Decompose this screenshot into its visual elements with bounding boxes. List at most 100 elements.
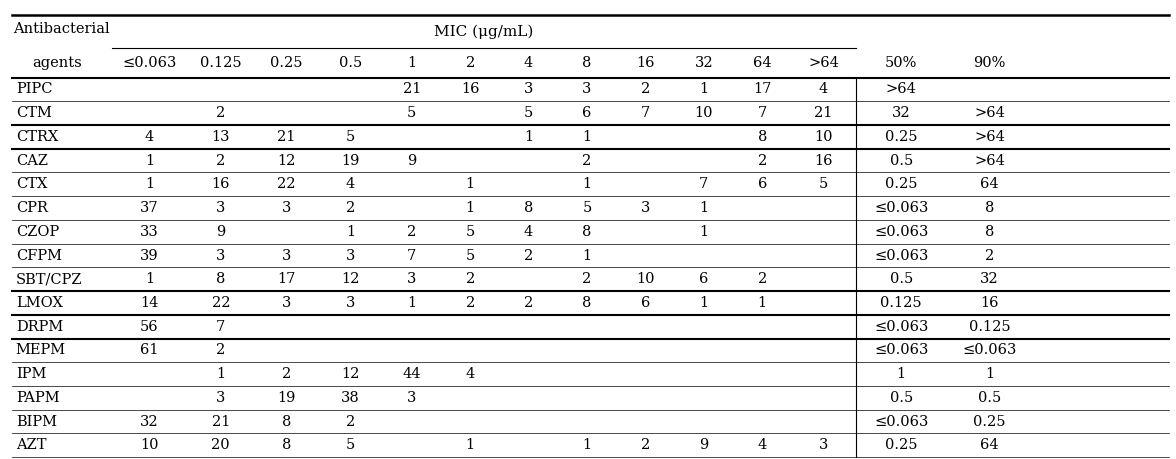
Text: 12: 12 [278, 154, 295, 168]
Text: ≤0.063: ≤0.063 [962, 343, 1016, 358]
Text: 0.5: 0.5 [889, 154, 913, 168]
Text: 3: 3 [524, 83, 533, 96]
Text: ≤0.063: ≤0.063 [122, 56, 176, 70]
Text: 2: 2 [582, 154, 592, 168]
Text: 6: 6 [582, 106, 592, 120]
Text: 16: 16 [212, 177, 230, 191]
Text: 61: 61 [140, 343, 159, 358]
Text: 3: 3 [216, 391, 226, 405]
Text: 2: 2 [641, 83, 650, 96]
Text: 10: 10 [695, 106, 713, 120]
Text: 8: 8 [984, 201, 994, 215]
Text: BIPM: BIPM [15, 414, 56, 429]
Text: 1: 1 [407, 296, 416, 310]
Text: CTX: CTX [15, 177, 47, 191]
Text: 0.25: 0.25 [886, 130, 917, 144]
Text: ≤0.063: ≤0.063 [874, 343, 928, 358]
Text: 19: 19 [278, 391, 295, 405]
Text: PIPC: PIPC [15, 83, 52, 96]
Text: 16: 16 [636, 56, 655, 70]
Text: 1: 1 [700, 83, 708, 96]
Text: 5: 5 [818, 177, 828, 191]
Text: >64: >64 [886, 83, 916, 96]
Text: 21: 21 [814, 106, 833, 120]
Text: 3: 3 [281, 201, 290, 215]
Text: 7: 7 [700, 177, 708, 191]
Text: 9: 9 [216, 225, 226, 239]
Text: 3: 3 [407, 272, 416, 286]
Text: CPR: CPR [15, 201, 48, 215]
Text: 0.125: 0.125 [200, 56, 241, 70]
Text: ≤0.063: ≤0.063 [874, 319, 928, 334]
Text: 3: 3 [281, 248, 290, 263]
Text: 1: 1 [145, 177, 154, 191]
Text: 3: 3 [582, 83, 592, 96]
Text: 9: 9 [700, 438, 708, 452]
Text: 0.25: 0.25 [886, 177, 917, 191]
Text: 6: 6 [700, 272, 708, 286]
Text: 1: 1 [145, 272, 154, 286]
Text: 3: 3 [281, 296, 290, 310]
Text: DRPM: DRPM [15, 319, 64, 334]
Text: 4: 4 [466, 367, 475, 381]
Text: 37: 37 [140, 201, 159, 215]
Text: 64: 64 [753, 56, 771, 70]
Text: 1: 1 [582, 177, 592, 191]
Text: 8: 8 [281, 414, 290, 429]
Text: 21: 21 [402, 83, 421, 96]
Text: >64: >64 [808, 56, 838, 70]
Text: 2: 2 [281, 367, 290, 381]
Text: 1: 1 [700, 201, 708, 215]
Text: AZT: AZT [15, 438, 46, 452]
Text: 12: 12 [341, 272, 360, 286]
Text: 3: 3 [346, 296, 355, 310]
Text: ≤0.063: ≤0.063 [874, 225, 928, 239]
Text: 8: 8 [582, 225, 592, 239]
Text: 10: 10 [814, 130, 833, 144]
Text: 2: 2 [216, 154, 226, 168]
Text: 1: 1 [582, 248, 592, 263]
Text: 0.5: 0.5 [339, 56, 362, 70]
Text: 4: 4 [346, 177, 355, 191]
Text: 16: 16 [814, 154, 833, 168]
Text: 1: 1 [346, 225, 355, 239]
Text: 2: 2 [216, 343, 226, 358]
Text: 5: 5 [346, 438, 355, 452]
Text: 8: 8 [216, 272, 226, 286]
Text: 2: 2 [466, 272, 475, 286]
Text: 6: 6 [641, 296, 650, 310]
Text: 8: 8 [582, 296, 592, 310]
Text: >64: >64 [974, 106, 1004, 120]
Text: 2: 2 [582, 272, 592, 286]
Text: 7: 7 [216, 319, 226, 334]
Text: 4: 4 [524, 225, 533, 239]
Text: 0.25: 0.25 [270, 56, 302, 70]
Text: 2: 2 [757, 154, 767, 168]
Text: 4: 4 [524, 56, 533, 70]
Text: 56: 56 [140, 319, 159, 334]
Text: 3: 3 [346, 248, 355, 263]
Text: LMOX: LMOX [15, 296, 62, 310]
Text: 2: 2 [216, 106, 226, 120]
Text: 2: 2 [407, 225, 416, 239]
Text: 0.5: 0.5 [889, 391, 913, 405]
Text: 6: 6 [757, 177, 767, 191]
Text: 5: 5 [582, 201, 592, 215]
Text: 38: 38 [341, 391, 360, 405]
Text: SBT/CPZ: SBT/CPZ [15, 272, 82, 286]
Text: 8: 8 [582, 56, 592, 70]
Text: CZOP: CZOP [15, 225, 59, 239]
Text: 2: 2 [984, 248, 994, 263]
Text: 1: 1 [582, 438, 592, 452]
Text: 2: 2 [466, 56, 475, 70]
Text: 1: 1 [896, 367, 906, 381]
Text: 32: 32 [891, 106, 910, 120]
Text: 5: 5 [466, 248, 475, 263]
Text: 21: 21 [212, 414, 230, 429]
Text: agents: agents [32, 56, 82, 70]
Text: 8: 8 [524, 201, 533, 215]
Text: 32: 32 [980, 272, 998, 286]
Text: 1: 1 [466, 177, 475, 191]
Text: >64: >64 [974, 130, 1004, 144]
Text: ≤0.063: ≤0.063 [874, 201, 928, 215]
